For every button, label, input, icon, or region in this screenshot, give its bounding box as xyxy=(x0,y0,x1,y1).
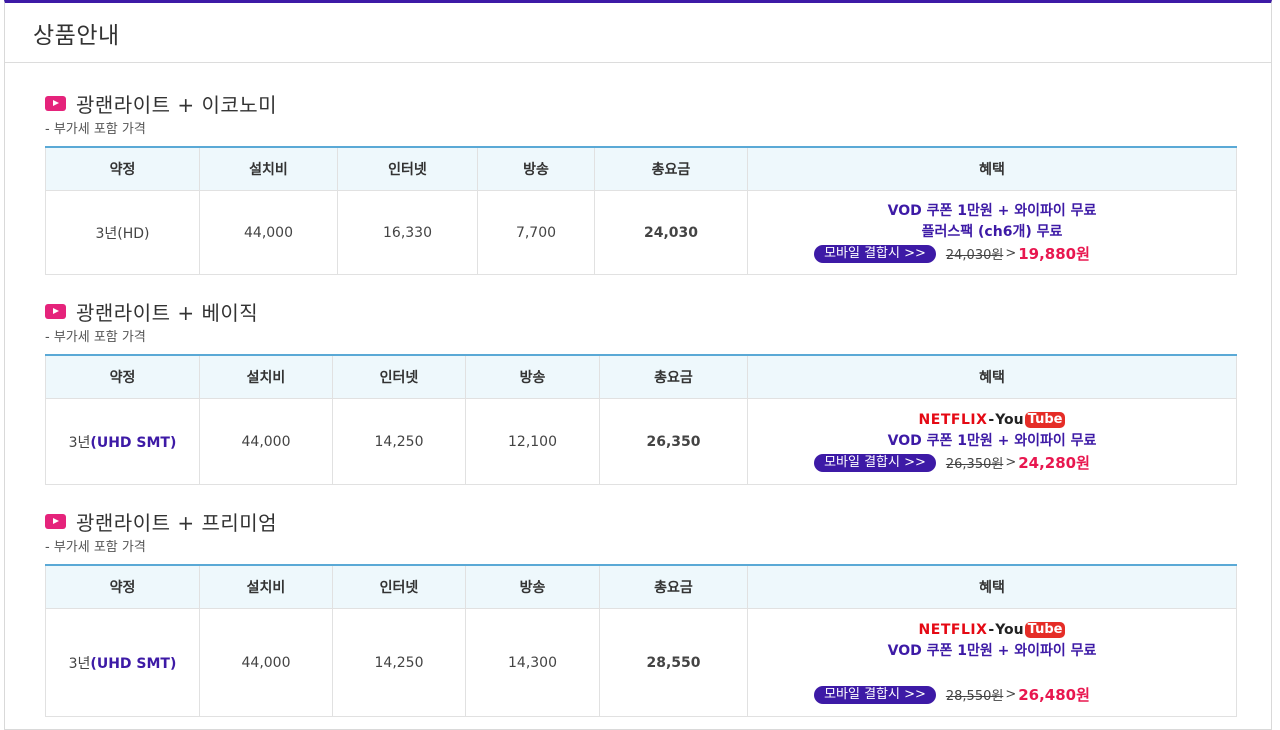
header-benefit: 혜택 xyxy=(747,355,1237,399)
price-table: 약정 설치비 인터넷 방송 총요금 혜택 3년(UHD SMT) 44,000 … xyxy=(45,564,1237,717)
header-benefit: 혜택 xyxy=(747,147,1237,191)
table-header-row: 약정 설치비 인터넷 방송 총요금 혜택 xyxy=(45,355,1237,399)
youtube-logo-tube: Tube xyxy=(1024,412,1066,428)
section-name: 광랜라이트 + 이코노미 xyxy=(76,92,278,117)
netflix-youtube-logo: NETFLIX - You Tube xyxy=(749,620,1235,641)
section-title: 광랜라이트 + 프리미엄 xyxy=(45,509,1236,535)
term-years: 3년 xyxy=(68,434,91,451)
old-price: 28,550원 xyxy=(945,689,1004,704)
section-subtitle: - 부가세 포함 가격 xyxy=(45,540,146,555)
total-cell: 24,030 xyxy=(594,190,748,275)
section-subtitle: - 부가세 포함 가격 xyxy=(45,330,146,345)
table-header-row: 약정 설치비 인터넷 방송 총요금 혜택 xyxy=(45,565,1237,609)
header-total: 총요금 xyxy=(599,565,748,609)
play-icon xyxy=(45,513,66,529)
section-title: 광랜라이트 + 이코노미 xyxy=(45,91,1236,117)
install-cell: 44,000 xyxy=(199,190,338,275)
product-panel: 상품안내 광랜라이트 + 이코노미 - 부가세 포함 가격 약정 설치비 인터넷… xyxy=(4,0,1272,730)
benefit-line: VOD 쿠폰 1만원 + 와이파이 무료 xyxy=(887,202,1097,219)
table-row: 3년(HD) 44,000 16,330 7,700 24,030 VOD 쿠폰… xyxy=(45,190,1237,275)
header-tv: 방송 xyxy=(477,147,595,191)
internet-cell: 16,330 xyxy=(337,190,478,275)
new-price: 19,880원 xyxy=(1018,245,1090,263)
price-table: 약정 설치비 인터넷 방송 총요금 혜택 3년(HD) 44,000 16,33… xyxy=(45,146,1237,275)
tv-cell: 7,700 xyxy=(477,190,595,275)
spacer xyxy=(749,662,1235,684)
tv-cell: 14,300 xyxy=(465,608,600,717)
youtube-logo-you: You xyxy=(995,412,1024,428)
header-internet: 인터넷 xyxy=(337,147,478,191)
tv-cell: 12,100 xyxy=(465,398,600,485)
benefit-cell: NETFLIX - You Tube VOD 쿠폰 1만원 + 와이파이 무료 … xyxy=(747,608,1237,717)
header-term: 약정 xyxy=(45,565,200,609)
youtube-logo-you: You xyxy=(995,622,1024,638)
header-install: 설치비 xyxy=(199,565,333,609)
netflix-logo: NETFLIX xyxy=(918,622,988,638)
benefit-line: VOD 쿠폰 1만원 + 와이파이 무료 xyxy=(887,642,1097,659)
product-section-economy: 광랜라이트 + 이코노미 - 부가세 포함 가격 약정 설치비 인터넷 방송 총… xyxy=(45,91,1237,275)
mobile-bundle-promo: 모바일 결합시 >> 24,030원 > 19,880원 xyxy=(669,243,1235,265)
arrow-icon: > xyxy=(1005,455,1017,470)
header-tv: 방송 xyxy=(465,355,600,399)
play-icon xyxy=(45,303,66,319)
netflix-youtube-logo: NETFLIX - You Tube xyxy=(749,410,1235,431)
header-term: 약정 xyxy=(45,355,200,399)
benefit-line: VOD 쿠폰 1만원 + 와이파이 무료 xyxy=(887,432,1097,449)
page-title: 상품안내 xyxy=(33,22,120,49)
mobile-bundle-button[interactable]: 모바일 결합시 >> xyxy=(814,453,936,472)
header-tv: 방송 xyxy=(465,565,600,609)
mobile-bundle-button[interactable]: 모바일 결합시 >> xyxy=(814,685,936,704)
play-icon xyxy=(45,95,66,111)
section-name: 광랜라이트 + 베이직 xyxy=(76,300,259,325)
header-internet: 인터넷 xyxy=(332,565,466,609)
internet-cell: 14,250 xyxy=(332,398,466,485)
section-name: 광랜라이트 + 프리미엄 xyxy=(76,510,278,535)
product-section-basic: 광랜라이트 + 베이직 - 부가세 포함 가격 약정 설치비 인터넷 방송 총요… xyxy=(45,299,1237,485)
internet-cell: 14,250 xyxy=(332,608,466,717)
header-install: 설치비 xyxy=(199,355,333,399)
brand-dash: - xyxy=(988,412,995,428)
table-row: 3년(UHD SMT) 44,000 14,250 14,300 28,550 … xyxy=(45,608,1237,717)
header-benefit: 혜택 xyxy=(747,565,1237,609)
table-header-row: 약정 설치비 인터넷 방송 총요금 혜택 xyxy=(45,147,1237,191)
benefit-cell: VOD 쿠폰 1만원 + 와이파이 무료 플러스팩 (ch6개) 무료 모바일 … xyxy=(747,190,1237,275)
term-cell: 3년(UHD SMT) xyxy=(45,398,200,485)
panel-header: 상품안내 xyxy=(5,3,1271,63)
header-total: 총요금 xyxy=(599,355,748,399)
term-uhd-label: (UHD SMT) xyxy=(90,434,177,451)
section-title: 광랜라이트 + 베이직 xyxy=(45,299,1236,325)
netflix-logo: NETFLIX xyxy=(918,412,988,428)
term-cell: 3년(UHD SMT) xyxy=(45,608,200,717)
header-term: 약정 xyxy=(45,147,200,191)
term-cell: 3년(HD) xyxy=(45,190,200,275)
install-cell: 44,000 xyxy=(199,608,333,717)
product-section-premium: 광랜라이트 + 프리미엄 - 부가세 포함 가격 약정 설치비 인터넷 방송 총… xyxy=(45,509,1237,717)
new-price: 24,280원 xyxy=(1018,454,1090,472)
term-uhd-label: (UHD SMT) xyxy=(90,655,177,672)
benefit-cell: NETFLIX - You Tube VOD 쿠폰 1만원 + 와이파이 무료 … xyxy=(747,398,1237,485)
price-table: 약정 설치비 인터넷 방송 총요금 혜택 3년(UHD SMT) 44,000 … xyxy=(45,354,1237,485)
youtube-logo-tube: Tube xyxy=(1024,622,1066,638)
mobile-bundle-promo: 모바일 결합시 >> 28,550원 > 26,480원 xyxy=(669,684,1235,706)
section-subtitle: - 부가세 포함 가격 xyxy=(45,122,146,137)
arrow-icon: > xyxy=(1005,246,1017,261)
term-years: 3년 xyxy=(68,655,91,672)
mobile-bundle-button[interactable]: 모바일 결합시 >> xyxy=(814,244,936,263)
old-price: 24,030원 xyxy=(945,248,1004,263)
old-price: 26,350원 xyxy=(945,457,1004,472)
table-row: 3년(UHD SMT) 44,000 14,250 12,100 26,350 … xyxy=(45,398,1237,485)
mobile-bundle-promo: 모바일 결합시 >> 26,350원 > 24,280원 xyxy=(669,452,1235,474)
total-cell: 26,350 xyxy=(599,398,748,485)
install-cell: 44,000 xyxy=(199,398,333,485)
arrow-icon: > xyxy=(1005,687,1017,702)
header-install: 설치비 xyxy=(199,147,338,191)
header-total: 총요금 xyxy=(594,147,748,191)
new-price: 26,480원 xyxy=(1018,686,1090,704)
benefit-line: 플러스팩 (ch6개) 무료 xyxy=(921,223,1063,240)
header-internet: 인터넷 xyxy=(332,355,466,399)
brand-dash: - xyxy=(988,622,995,638)
